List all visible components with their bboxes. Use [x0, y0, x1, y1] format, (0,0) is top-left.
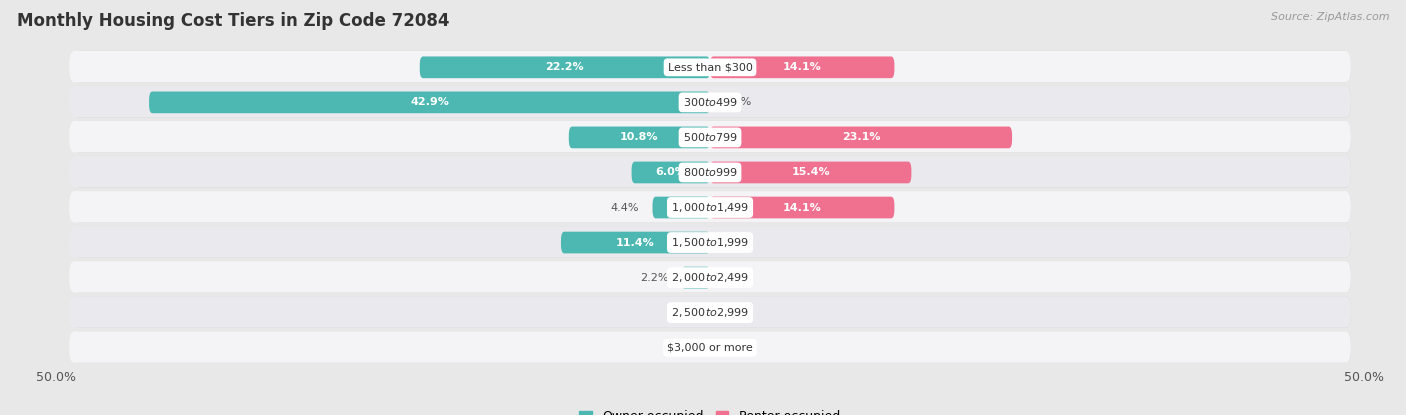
- Legend: Owner-occupied, Renter-occupied: Owner-occupied, Renter-occupied: [575, 405, 845, 415]
- Text: 6.0%: 6.0%: [655, 168, 686, 178]
- FancyBboxPatch shape: [710, 161, 911, 183]
- FancyBboxPatch shape: [73, 191, 1351, 222]
- Text: 22.2%: 22.2%: [546, 62, 585, 72]
- FancyBboxPatch shape: [69, 191, 1351, 222]
- Text: $1,500 to $1,999: $1,500 to $1,999: [671, 236, 749, 249]
- FancyBboxPatch shape: [73, 156, 1351, 188]
- Text: 0.0%: 0.0%: [723, 273, 751, 283]
- FancyBboxPatch shape: [710, 56, 894, 78]
- Text: $2,000 to $2,499: $2,000 to $2,499: [671, 271, 749, 284]
- Text: 0.0%: 0.0%: [723, 98, 751, 107]
- FancyBboxPatch shape: [69, 226, 1351, 258]
- Text: 0.0%: 0.0%: [723, 237, 751, 247]
- FancyBboxPatch shape: [69, 156, 1351, 188]
- FancyBboxPatch shape: [73, 226, 1351, 258]
- FancyBboxPatch shape: [710, 127, 1012, 148]
- Text: 0.0%: 0.0%: [669, 308, 697, 317]
- Text: 15.4%: 15.4%: [792, 168, 830, 178]
- Text: $3,000 or more: $3,000 or more: [668, 343, 752, 353]
- Text: 14.1%: 14.1%: [783, 203, 821, 212]
- FancyBboxPatch shape: [420, 56, 710, 78]
- Text: $300 to $499: $300 to $499: [682, 96, 738, 108]
- Text: Monthly Housing Cost Tiers in Zip Code 72084: Monthly Housing Cost Tiers in Zip Code 7…: [17, 12, 450, 30]
- FancyBboxPatch shape: [69, 86, 1351, 117]
- Text: $2,500 to $2,999: $2,500 to $2,999: [671, 306, 749, 319]
- FancyBboxPatch shape: [73, 51, 1351, 83]
- Text: $800 to $999: $800 to $999: [682, 166, 738, 178]
- FancyBboxPatch shape: [69, 121, 1351, 152]
- Text: 42.9%: 42.9%: [411, 98, 449, 107]
- FancyBboxPatch shape: [682, 267, 710, 288]
- FancyBboxPatch shape: [69, 261, 1351, 293]
- Text: Source: ZipAtlas.com: Source: ZipAtlas.com: [1271, 12, 1389, 22]
- FancyBboxPatch shape: [710, 197, 894, 218]
- Text: 4.4%: 4.4%: [612, 203, 640, 212]
- Text: 10.8%: 10.8%: [620, 132, 658, 142]
- FancyBboxPatch shape: [652, 197, 710, 218]
- Text: 0.0%: 0.0%: [669, 343, 697, 353]
- FancyBboxPatch shape: [73, 261, 1351, 293]
- Text: 0.0%: 0.0%: [723, 343, 751, 353]
- FancyBboxPatch shape: [73, 86, 1351, 117]
- FancyBboxPatch shape: [569, 127, 710, 148]
- Text: $500 to $799: $500 to $799: [682, 132, 738, 144]
- Text: 14.1%: 14.1%: [783, 62, 821, 72]
- Text: 2.2%: 2.2%: [640, 273, 668, 283]
- FancyBboxPatch shape: [69, 51, 1351, 83]
- FancyBboxPatch shape: [149, 91, 710, 113]
- FancyBboxPatch shape: [73, 296, 1351, 328]
- Text: $1,000 to $1,499: $1,000 to $1,499: [671, 201, 749, 214]
- FancyBboxPatch shape: [69, 296, 1351, 328]
- Text: 0.0%: 0.0%: [723, 308, 751, 317]
- FancyBboxPatch shape: [69, 331, 1351, 363]
- Text: 11.4%: 11.4%: [616, 237, 655, 247]
- FancyBboxPatch shape: [631, 161, 710, 183]
- FancyBboxPatch shape: [73, 121, 1351, 152]
- Text: 23.1%: 23.1%: [842, 132, 880, 142]
- FancyBboxPatch shape: [561, 232, 710, 254]
- FancyBboxPatch shape: [73, 331, 1351, 363]
- Text: Less than $300: Less than $300: [668, 62, 752, 72]
